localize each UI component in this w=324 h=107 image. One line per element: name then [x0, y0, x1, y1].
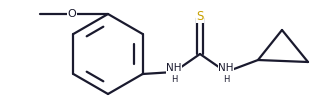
- Text: S: S: [196, 10, 204, 22]
- Text: H: H: [223, 76, 229, 85]
- Text: NH: NH: [218, 63, 234, 73]
- Text: H: H: [171, 76, 177, 85]
- Text: NH: NH: [166, 63, 182, 73]
- Text: O: O: [68, 9, 76, 19]
